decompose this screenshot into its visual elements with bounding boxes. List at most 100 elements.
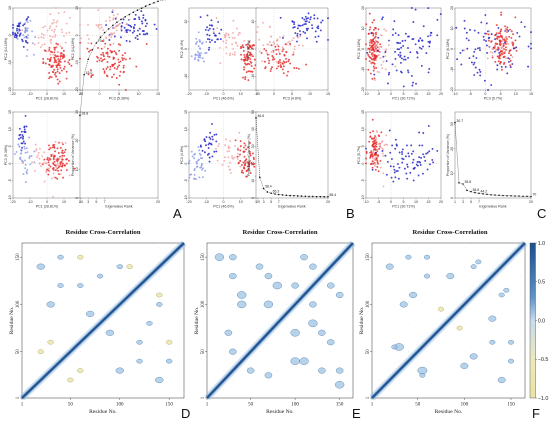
- grid-dot: [99, 341, 101, 343]
- grid-dot: [501, 275, 502, 277]
- grid-dot: [159, 256, 160, 258]
- grid-dot: [294, 323, 296, 324]
- grid-dot: [214, 351, 216, 352]
- scatter-point: [285, 60, 288, 63]
- x-tick-label: 15: [427, 200, 431, 204]
- scatter-point: [215, 147, 217, 150]
- x-axis-label: PC3 (5.38%): [109, 97, 130, 101]
- scatter-point: [376, 43, 379, 46]
- scatter-point: [514, 47, 517, 49]
- scatter-point: [209, 41, 212, 43]
- grid-dot: [129, 341, 130, 343]
- scatter-point: [59, 45, 62, 48]
- colorbar-bar: [529, 242, 536, 399]
- grid-dot: [321, 304, 323, 305]
- grid-dot: [436, 266, 437, 267]
- grid-dot: [250, 285, 251, 286]
- scatter-point: [22, 162, 24, 165]
- scatter-point: [249, 55, 252, 58]
- scatter-point: [26, 27, 29, 30]
- scatter-point: [305, 63, 308, 66]
- scatter-point: [281, 68, 284, 71]
- scatter-point: [405, 172, 408, 175]
- scatter-point: [30, 155, 33, 158]
- grid-dot: [129, 323, 130, 324]
- scatter-point: [418, 144, 421, 147]
- grid-dot: [436, 294, 437, 296]
- grid-dot: [398, 285, 400, 286]
- scatter-point: [501, 40, 504, 43]
- x-tick-label: -10: [363, 200, 368, 204]
- scatter-point: [400, 46, 403, 49]
- grid-dot: [426, 351, 428, 352]
- scatter-point: [195, 166, 198, 168]
- grid-dot: [380, 275, 381, 277]
- scatter-point: [64, 148, 67, 151]
- scatter-point: [491, 54, 494, 57]
- grid-dot: [321, 294, 323, 296]
- scatter-point: [374, 146, 377, 149]
- scatter-point: [19, 21, 22, 24]
- scatter-point: [397, 163, 399, 165]
- grid-dot: [214, 323, 216, 324]
- grid-dot: [501, 360, 502, 362]
- variance-point: [255, 117, 257, 119]
- panel-label-c: C: [537, 206, 546, 221]
- variance-point-label: 28.8: [82, 112, 89, 116]
- scatter-point: [403, 167, 406, 170]
- grid-dot: [50, 313, 51, 315]
- scatter-point: [260, 52, 263, 54]
- grid-dot: [426, 360, 428, 362]
- scatter-point: [215, 150, 218, 153]
- scatter-point: [465, 37, 468, 40]
- grid-dot: [389, 256, 391, 258]
- y-tick-label: 20: [251, 162, 255, 166]
- scatter-point: [239, 153, 241, 156]
- scatter-point: [121, 59, 124, 61]
- scatter-point: [197, 159, 199, 162]
- grid-dot: [277, 370, 278, 371]
- grid-dot: [159, 389, 160, 390]
- grid-dot: [510, 370, 512, 371]
- scatter-point: [512, 44, 515, 47]
- scatter-point: [25, 55, 28, 57]
- grid-dot: [89, 370, 91, 371]
- scatter-point: [42, 33, 45, 36]
- scatter-point: [22, 34, 25, 37]
- y-tick-label: 10: [75, 6, 79, 10]
- grid-dot: [168, 332, 170, 334]
- scatter-point: [22, 45, 25, 48]
- grid-dot: [380, 379, 381, 381]
- grid-dot: [139, 256, 140, 258]
- grid-dot: [277, 351, 278, 352]
- scatter-point: [51, 51, 54, 54]
- grid-dot: [149, 389, 150, 390]
- scatter-point: [126, 28, 129, 31]
- correlation-blob: [57, 254, 64, 260]
- scatter-point: [22, 140, 25, 143]
- correlation-blob: [264, 372, 273, 379]
- scatter-point: [108, 19, 111, 22]
- variance-point: [144, 5, 147, 8]
- scatter-point: [373, 79, 376, 81]
- grid-dot: [40, 370, 42, 371]
- scatter-point: [47, 161, 50, 164]
- grid-dot: [178, 313, 180, 315]
- grid-dot: [89, 266, 91, 267]
- grid-dot: [241, 266, 243, 267]
- scatter-point: [239, 149, 242, 152]
- scatter-point: [205, 144, 207, 147]
- scatter-point: [207, 29, 210, 32]
- y-tick-label: 10: [8, 6, 12, 10]
- scatter-point: [412, 21, 415, 23]
- scatter-point: [59, 61, 62, 63]
- scatter-point: [25, 125, 28, 128]
- grid-dot: [223, 275, 225, 277]
- scatter-point: [375, 143, 378, 146]
- grid-dot: [277, 275, 278, 277]
- scatter-point: [48, 72, 51, 74]
- scatter-point: [106, 47, 109, 50]
- scatter-point: [495, 24, 498, 27]
- scatter-point: [379, 166, 382, 169]
- scatter-point: [31, 42, 34, 45]
